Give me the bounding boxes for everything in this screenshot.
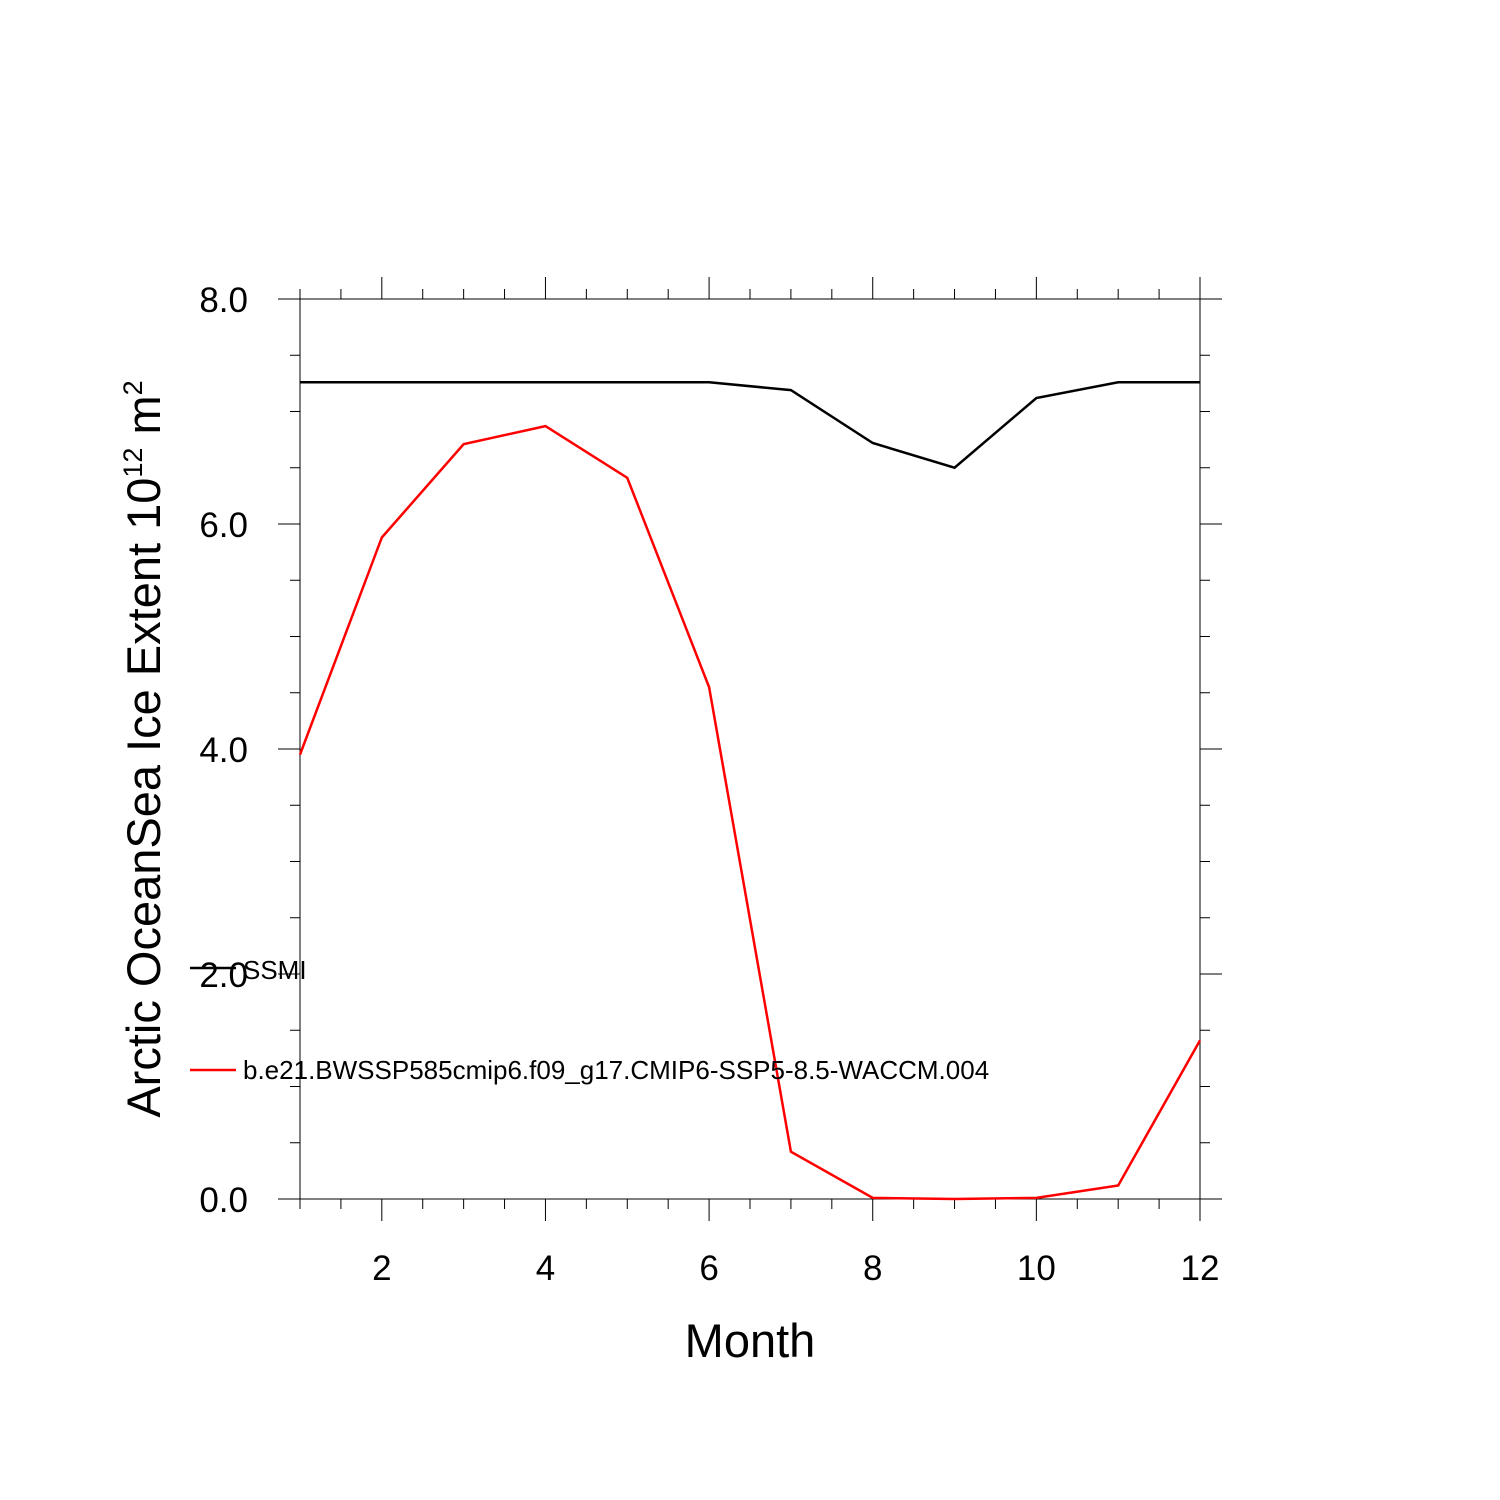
- x-tick-label: 6: [699, 1249, 718, 1288]
- y-axis-title-sup1: 12: [118, 448, 148, 478]
- y-tick-label: 6.0: [199, 506, 248, 545]
- legend: SSMI b.e21.BWSSP585cmip6.f09_g17.CMIP6-S…: [190, 955, 989, 1085]
- legend-label-waccm: b.e21.BWSSP585cmip6.f09_g17.CMIP6-SSP5-8…: [243, 1055, 989, 1085]
- x-tick-label: 2: [372, 1249, 391, 1288]
- tick-labels: 2 4 6 8 10 12 0.0 2.0 4.0 6.0 8.0: [199, 281, 1219, 1288]
- series-line-1: [298, 424, 1202, 1201]
- legend-label-ssmi: SSMI: [243, 955, 307, 985]
- series-lines: [298, 381, 1202, 1201]
- x-tick-label: 10: [1017, 1249, 1056, 1288]
- y-axis-title-mid: m: [117, 395, 170, 447]
- series-line-0: [300, 381, 1200, 470]
- y-tick-label: 2.0: [199, 956, 248, 995]
- x-tick-label: 12: [1181, 1249, 1220, 1288]
- y-axis-title-main: Arctic OceanSea Ice Extent 10: [117, 478, 170, 1118]
- x-tick-label: 4: [536, 1249, 555, 1288]
- x-axis-title: Month: [685, 1314, 816, 1367]
- axis-ticks: [278, 277, 1222, 1221]
- y-tick-label: 8.0: [199, 281, 248, 320]
- y-axis-title-sup2: 2: [118, 380, 148, 395]
- y-axis-title: Arctic OceanSea Ice Extent 1012 m2: [117, 380, 170, 1117]
- y-tick-label: 0.0: [199, 1181, 248, 1220]
- y-tick-label: 4.0: [199, 731, 248, 770]
- x-tick-label: 8: [863, 1249, 882, 1288]
